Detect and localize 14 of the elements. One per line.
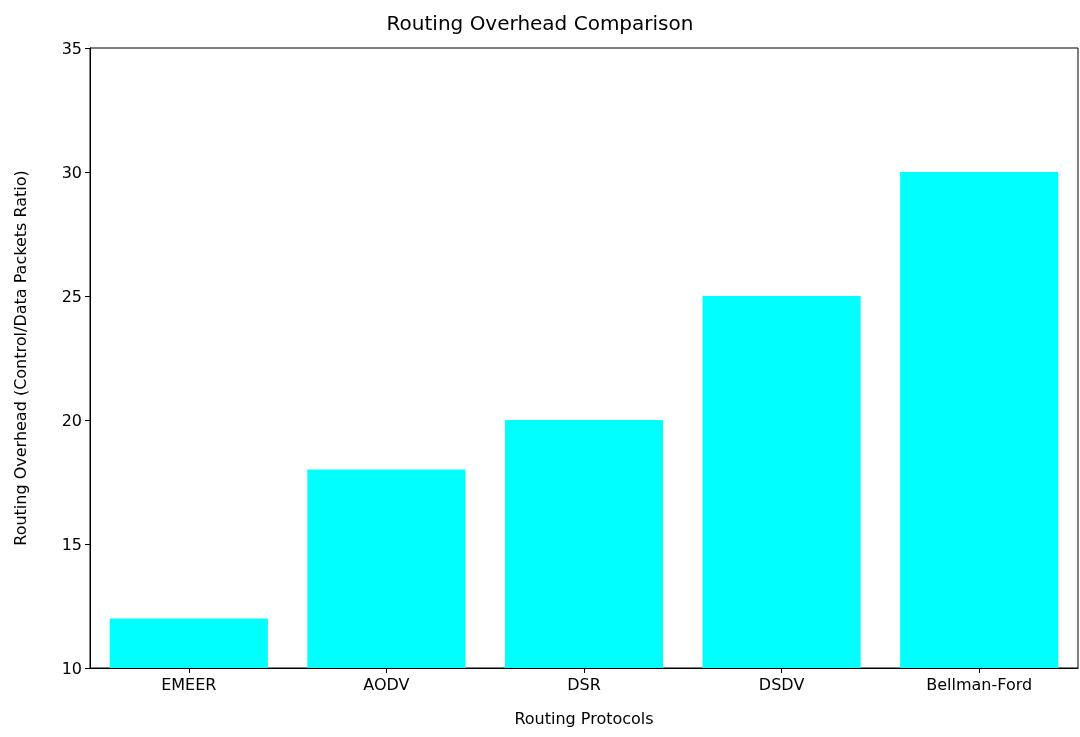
y-tick-label: 35 [61,38,82,58]
x-axis-title: Routing Protocols [514,708,654,728]
y-tick-label: 25 [61,286,82,306]
y-tick-label: 30 [61,162,82,182]
x-tick-label: DSDV [758,674,805,694]
y-tick-label: 10 [61,658,82,678]
x-tick-label: AODV [363,674,410,694]
chart-title: Routing Overhead Comparison [386,11,694,35]
x-tick-label: Bellman-Ford [926,674,1033,694]
x-tick-label: EMEER [161,674,217,694]
y-axis-title: Routing Overhead (Control/Data Packets Ratio) [10,170,30,546]
y-tick-label: 15 [61,534,82,554]
y-tick-label: 20 [61,410,82,430]
x-tick-label: DSR [567,674,601,694]
